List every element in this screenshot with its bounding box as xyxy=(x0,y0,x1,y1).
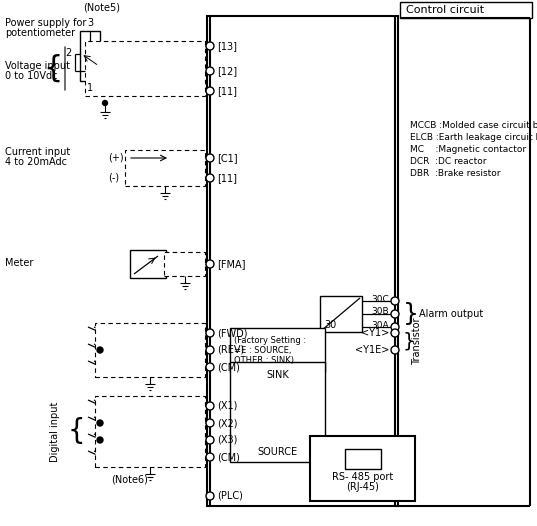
Circle shape xyxy=(97,420,103,426)
Text: =E : SOURCE,: =E : SOURCE, xyxy=(234,346,292,355)
Text: (X2): (X2) xyxy=(217,418,237,428)
Text: (PLC): (PLC) xyxy=(217,491,243,501)
Text: (REV): (REV) xyxy=(217,345,244,355)
Circle shape xyxy=(391,297,399,305)
Text: DCR  :DC reactor: DCR :DC reactor xyxy=(410,157,487,167)
Text: 1: 1 xyxy=(87,83,93,93)
Text: 30: 30 xyxy=(324,320,336,330)
Bar xyxy=(345,449,381,469)
Text: (Note6): (Note6) xyxy=(112,474,148,484)
Bar xyxy=(230,328,325,372)
Text: 0 to 10Vdc: 0 to 10Vdc xyxy=(5,71,57,81)
Text: [11]: [11] xyxy=(217,173,237,183)
Circle shape xyxy=(206,154,214,162)
Text: 30B: 30B xyxy=(372,308,389,317)
Text: (RJ-45): (RJ-45) xyxy=(346,482,379,492)
Circle shape xyxy=(206,436,214,444)
Text: {: { xyxy=(68,418,85,446)
Circle shape xyxy=(206,87,214,95)
Text: Power supply for: Power supply for xyxy=(5,18,86,28)
Bar xyxy=(80,31,100,81)
Circle shape xyxy=(206,42,214,50)
Text: [C1]: [C1] xyxy=(217,153,238,163)
Text: SOURCE: SOURCE xyxy=(257,447,297,457)
Circle shape xyxy=(391,323,399,331)
Text: potentiometer: potentiometer xyxy=(5,28,75,38)
Text: (+): (+) xyxy=(108,152,124,162)
Text: (X1): (X1) xyxy=(217,401,237,411)
Circle shape xyxy=(279,439,286,445)
Text: 4 to 20mAdc: 4 to 20mAdc xyxy=(5,157,67,167)
Text: Voltage input: Voltage input xyxy=(5,61,70,71)
Text: OTHER : SINK): OTHER : SINK) xyxy=(234,356,294,365)
Text: [12]: [12] xyxy=(217,66,237,76)
Circle shape xyxy=(97,437,103,443)
Text: Alarm output: Alarm output xyxy=(419,309,483,319)
Text: Control circuit: Control circuit xyxy=(406,5,484,15)
Circle shape xyxy=(391,310,399,318)
Bar xyxy=(230,362,325,462)
Text: 30C: 30C xyxy=(371,295,389,304)
Bar xyxy=(310,436,415,501)
Text: (Factory Setting :: (Factory Setting : xyxy=(234,336,306,345)
Text: (Note5): (Note5) xyxy=(83,2,120,12)
Text: }: } xyxy=(403,302,419,326)
Circle shape xyxy=(97,347,103,353)
Text: 2: 2 xyxy=(66,48,72,58)
Circle shape xyxy=(206,492,214,500)
Text: (CM): (CM) xyxy=(217,452,240,462)
Text: (CM): (CM) xyxy=(217,362,240,372)
Bar xyxy=(125,150,205,186)
Text: }: } xyxy=(403,332,416,351)
Bar xyxy=(130,250,166,278)
Text: Transistor: Transistor xyxy=(412,318,422,365)
Bar xyxy=(400,2,532,18)
Text: <Y1E>: <Y1E> xyxy=(354,345,389,355)
Bar xyxy=(207,16,398,506)
Circle shape xyxy=(206,402,214,410)
Bar xyxy=(85,41,205,96)
Circle shape xyxy=(206,346,214,354)
Text: [11]: [11] xyxy=(217,86,237,96)
Circle shape xyxy=(103,100,107,106)
Circle shape xyxy=(206,174,214,182)
Text: ELCB :Earth leakage circuit b: ELCB :Earth leakage circuit b xyxy=(410,134,537,143)
Text: <Y1>: <Y1> xyxy=(361,328,389,338)
Text: [13]: [13] xyxy=(217,41,237,51)
Circle shape xyxy=(391,329,399,337)
Text: (X3): (X3) xyxy=(217,435,237,445)
Bar xyxy=(320,296,362,332)
Circle shape xyxy=(206,363,214,371)
Text: MC    :Magnetic contactor: MC :Magnetic contactor xyxy=(410,146,526,155)
Circle shape xyxy=(206,329,214,337)
Bar xyxy=(164,252,205,276)
Text: [FMA]: [FMA] xyxy=(217,259,245,269)
Text: Current input: Current input xyxy=(5,147,70,157)
Bar xyxy=(95,323,205,377)
Circle shape xyxy=(391,346,399,354)
Circle shape xyxy=(206,453,214,461)
Text: SINK: SINK xyxy=(266,370,289,380)
Circle shape xyxy=(279,382,286,388)
Text: MCCB :Molded case circuit b: MCCB :Molded case circuit b xyxy=(410,122,537,130)
Circle shape xyxy=(206,260,214,268)
Text: (FWD): (FWD) xyxy=(217,328,248,338)
Text: 30A: 30A xyxy=(372,320,389,329)
Text: Meter: Meter xyxy=(5,258,33,268)
Text: RS- 485 port: RS- 485 port xyxy=(332,471,393,481)
Text: 3: 3 xyxy=(87,18,93,28)
Text: (-): (-) xyxy=(108,172,119,182)
Text: DBR  :Brake resistor: DBR :Brake resistor xyxy=(410,169,500,178)
Text: Digital input: Digital input xyxy=(50,401,60,462)
Text: {: { xyxy=(43,54,63,83)
Bar xyxy=(95,396,205,467)
Circle shape xyxy=(206,419,214,427)
Circle shape xyxy=(263,382,268,388)
Circle shape xyxy=(206,67,214,75)
